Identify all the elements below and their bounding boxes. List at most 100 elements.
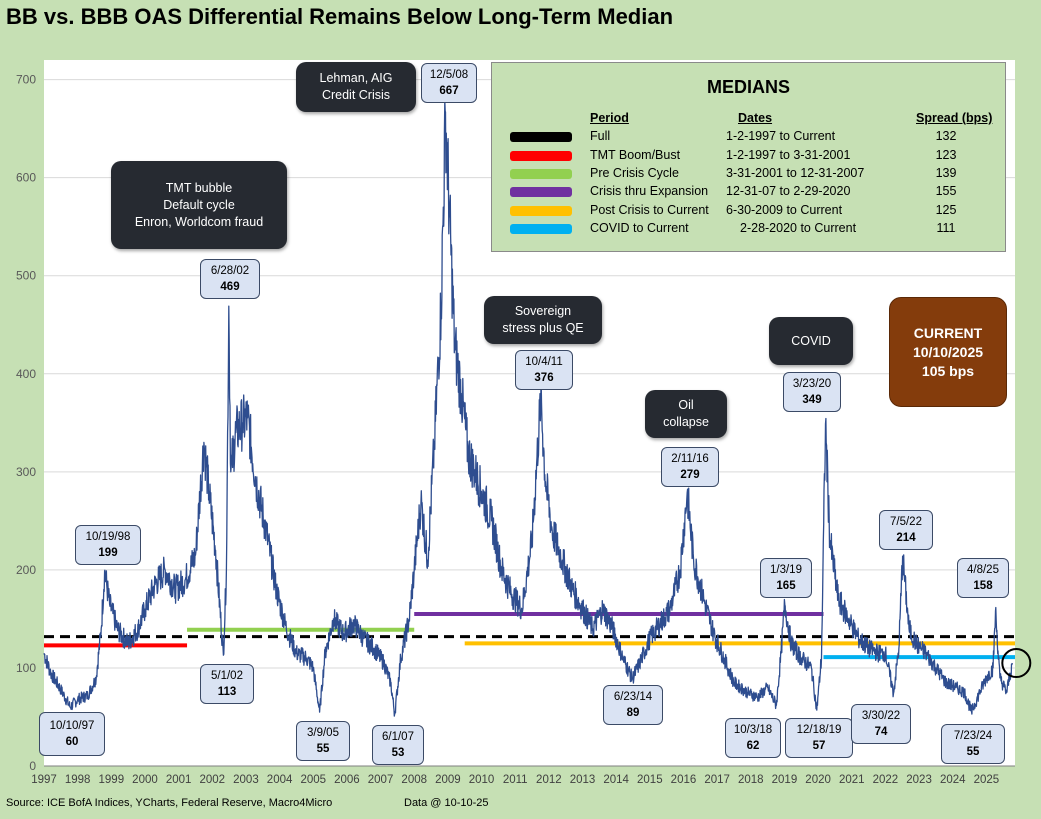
current-marker bbox=[1001, 648, 1032, 679]
point-label-value: 165 bbox=[776, 580, 796, 592]
point-label-date: 3/23/20 bbox=[792, 378, 832, 390]
series-line bbox=[43, 100, 1013, 717]
medians-title: MEDIANS bbox=[706, 77, 790, 97]
callout-line: Credit Crisis bbox=[321, 88, 391, 102]
x-tick-label: 2010 bbox=[469, 774, 495, 786]
footer-date: Data @ 10-10-25 bbox=[404, 797, 489, 809]
medians-spread: 139 bbox=[935, 166, 957, 180]
legend-swatch bbox=[510, 132, 572, 142]
x-tick-label: 1998 bbox=[65, 774, 91, 786]
point-label-date: 4/8/25 bbox=[967, 564, 999, 576]
medians-table: MEDIANS Period Dates Spread (bps) Full 1… bbox=[491, 62, 1006, 252]
x-tick-label: 2016 bbox=[671, 774, 697, 786]
point-label-value: 55 bbox=[316, 743, 330, 755]
x-tick-label: 1997 bbox=[31, 774, 57, 786]
callout-line: TMT bubble bbox=[165, 180, 233, 195]
point-label: 6/1/07 53 bbox=[372, 725, 424, 765]
medians-dates: 1-2-1997 to 3-31-2001 bbox=[726, 148, 851, 162]
x-tick-label: 2001 bbox=[166, 774, 192, 786]
y-tick-label: 0 bbox=[29, 759, 36, 773]
current-date: 10/10/2025 bbox=[912, 343, 984, 360]
legend-swatch bbox=[510, 151, 572, 161]
y-tick-label: 700 bbox=[16, 73, 36, 87]
medians-period: Full bbox=[590, 129, 611, 143]
point-label: 7/5/22 214 bbox=[879, 510, 933, 550]
chart-title: BB vs. BBB OAS Differential Remains Belo… bbox=[6, 4, 674, 29]
point-label-date: 7/5/22 bbox=[890, 516, 922, 528]
x-tick-label: 2019 bbox=[772, 774, 798, 786]
point-label-date: 2/11/16 bbox=[671, 453, 709, 465]
x-tick-label: 2017 bbox=[704, 774, 730, 786]
point-label: 6/23/14 89 bbox=[603, 685, 663, 725]
medians-dates: 1-2-1997 to Current bbox=[726, 129, 836, 143]
point-label-value: 279 bbox=[680, 469, 700, 481]
point-label: 12/5/08 667 bbox=[421, 63, 477, 103]
point-label-date: 1/3/19 bbox=[770, 564, 802, 576]
point-label-date: 6/28/02 bbox=[210, 265, 250, 277]
point-label: 10/3/18 62 bbox=[725, 718, 781, 758]
medians-dates: 12-31-07 to 2-29-2020 bbox=[726, 184, 851, 198]
medians-spread: 125 bbox=[935, 203, 957, 217]
point-label: 3/23/20 349 bbox=[783, 372, 841, 412]
point-label-date: 12/5/08 bbox=[429, 69, 469, 81]
point-label: 10/19/98 199 bbox=[75, 525, 141, 565]
callout-covid: COVID bbox=[769, 317, 853, 365]
medians-dates: 6-30-2009 to Current bbox=[726, 203, 843, 217]
current-label: CURRENT bbox=[913, 324, 983, 341]
medians-period: COVID to Current bbox=[590, 221, 689, 235]
medians-dates: 2-28-2020 to Current bbox=[740, 221, 857, 235]
current-value: 105 bps bbox=[921, 362, 975, 379]
legend-swatch bbox=[510, 187, 572, 197]
medians-row: COVID to Current 2-28-2020 to Current 11… bbox=[492, 221, 1005, 239]
x-tick-label: 2025 bbox=[974, 774, 1000, 786]
callout-tmt: TMT bubble Default cycle Enron, Worldcom… bbox=[111, 161, 287, 249]
point-label-value: 74 bbox=[874, 726, 888, 738]
point-label-value: 113 bbox=[217, 686, 237, 698]
point-label: 2/11/16 279 bbox=[661, 447, 719, 487]
medians-row: TMT Boom/Bust 1-2-1997 to 3-31-2001 123 bbox=[492, 148, 1005, 166]
x-tick-label: 2003 bbox=[233, 774, 259, 786]
medians-dates: 3-31-2001 to 12-31-2007 bbox=[726, 166, 865, 180]
callout-line: Oil bbox=[678, 398, 694, 412]
point-label: 10/10/97 60 bbox=[39, 712, 105, 756]
x-tick-label: 2009 bbox=[435, 774, 461, 786]
x-tick-label: 2018 bbox=[738, 774, 764, 786]
medians-period: TMT Boom/Bust bbox=[590, 148, 681, 162]
y-tick-label: 400 bbox=[16, 367, 36, 381]
callout-line: Enron, Worldcom fraud bbox=[134, 214, 264, 229]
point-label: 5/1/02 113 bbox=[200, 664, 254, 704]
point-label-value: 55 bbox=[966, 746, 980, 758]
x-tick-label: 2000 bbox=[132, 774, 158, 786]
medians-row: Pre Crisis Cycle 3-31-2001 to 12-31-2007… bbox=[492, 166, 1005, 184]
point-label-value: 60 bbox=[65, 736, 79, 748]
point-label: 7/23/24 55 bbox=[941, 724, 1005, 764]
point-label: 1/3/19 165 bbox=[760, 558, 812, 598]
x-tick-label: 2021 bbox=[839, 774, 865, 786]
y-tick-label: 600 bbox=[16, 171, 36, 185]
callout-line: Default cycle bbox=[163, 197, 235, 212]
point-label-date: 3/30/22 bbox=[861, 710, 901, 722]
point-label-date: 10/4/11 bbox=[525, 356, 563, 368]
point-label: 3/30/22 74 bbox=[851, 704, 911, 744]
point-label-value: 57 bbox=[812, 740, 826, 752]
x-tick-label: 2011 bbox=[503, 774, 528, 786]
legend-swatch bbox=[510, 206, 572, 216]
x-tick-label: 2006 bbox=[334, 774, 360, 786]
medians-spread: 111 bbox=[936, 221, 956, 235]
medians-spread: 123 bbox=[935, 148, 957, 162]
x-tick-label: 2023 bbox=[906, 774, 932, 786]
point-label-date: 6/23/14 bbox=[613, 691, 653, 703]
x-tick-label: 2013 bbox=[570, 774, 596, 786]
callout-lehman: Lehman, AIG Credit Crisis bbox=[296, 62, 416, 112]
point-label-value: 89 bbox=[626, 707, 640, 719]
point-label-value: 62 bbox=[746, 740, 760, 752]
x-tick-label: 2012 bbox=[536, 774, 562, 786]
point-label-value: 158 bbox=[973, 580, 993, 592]
callout-line: collapse bbox=[663, 415, 709, 429]
x-tick-label: 2022 bbox=[873, 774, 899, 786]
point-label-value: 349 bbox=[802, 394, 822, 406]
point-label: 12/18/19 57 bbox=[785, 718, 853, 758]
point-label: 4/8/25 158 bbox=[957, 558, 1009, 598]
point-label-value: 53 bbox=[391, 747, 405, 759]
